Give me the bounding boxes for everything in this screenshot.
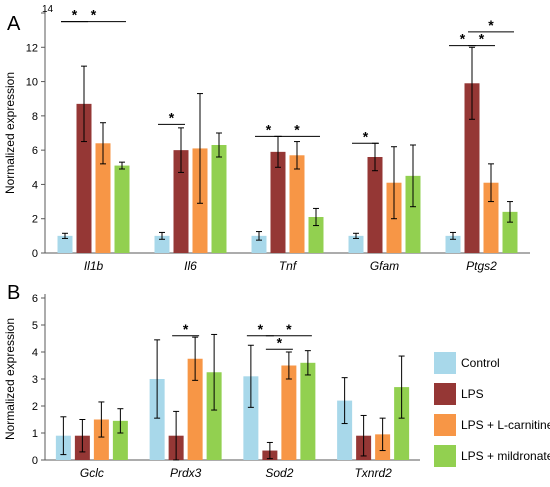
legend-swatch-lps-mildronate (434, 445, 456, 467)
panel-a-y-axis-label: Normalized expression (3, 72, 17, 194)
panel-b-y-tick-label: 3 (32, 374, 38, 386)
panel-a-y-tick-label: 0 (32, 248, 38, 260)
panel-b-bar-txnrd2-control (337, 400, 353, 460)
panel-b-significance-star: * (183, 321, 189, 337)
panel-b-y-tick-label: 6 (32, 293, 38, 305)
panel-a-category-label-ptgs2: Ptgs2 (466, 259, 497, 273)
panel-b-bar-prdx3-lps-mildronate (206, 372, 222, 460)
panel-a-y-tick-label: 10 (26, 77, 38, 89)
panel-b-category-label-gclc: Gclc (80, 466, 104, 480)
panel-a-bar-ptgs2-lps (464, 83, 480, 254)
legend-label-control: Control (461, 356, 500, 370)
panel-label-a: A (7, 13, 21, 35)
panel-a-y-tick-label: 14 (42, 4, 54, 15)
panel-a-significance-star: * (294, 121, 300, 137)
panel-a-bar-ptgs2-control (445, 235, 461, 253)
panel-a-category-label-il6: Il6 (184, 259, 197, 273)
legend-swatch-lps (434, 383, 456, 405)
panel-b-significance-star: * (286, 321, 292, 337)
panel-b-bar-gclc-lps-mildronate (112, 420, 128, 460)
panel-a-significance-star: * (91, 7, 97, 23)
panel-a-bar-il1b-lps-mildronate (114, 165, 130, 253)
panel-a-bar-ptgs2-lps-mildronate (502, 211, 518, 253)
panel-b-y-tick-label: 1 (32, 428, 38, 440)
panel-a-bar-il1b-lps-l-carnitine (95, 143, 111, 253)
panel-a-significance-star: * (169, 109, 175, 125)
panel-a-bar-il1b-lps (76, 103, 92, 253)
panel-a-bar-tnf-lps-l-carnitine (289, 155, 305, 253)
panel-b-y-tick-label: 5 (32, 320, 38, 332)
panel-b-y-tick-label: 2 (32, 401, 38, 413)
legend: Control LPS LPS + L-carnitine LPS + mildron… (434, 352, 550, 467)
legend-label-lps-mildronate: LPS + mildronate (461, 449, 550, 463)
panel-a-category-label-tnf: Tnf (279, 259, 298, 273)
panel-a-bar-il1b-control (57, 235, 73, 253)
panel-a-significance-star: * (488, 17, 494, 33)
panel-a-significance-star: * (460, 31, 466, 47)
panel-a-y-tick-label: 6 (32, 145, 38, 157)
panel-b-significance-star: * (277, 334, 283, 350)
panel-b-bar-sod2-lps-l-carnitine (281, 365, 297, 460)
panel-label-b: B (7, 282, 20, 304)
panel-a-bar-tnf-lps-mildronate (308, 217, 324, 253)
panel-b-bar-txnrd2-lps-mildronate (394, 387, 410, 460)
legend-label-lps: LPS (461, 387, 484, 401)
panel-a-bar-gfam-lps (367, 157, 383, 253)
panel-a-y-tick-label: 12 (26, 42, 38, 54)
panel-b-significance-star: * (258, 321, 264, 337)
panel-a-bar-gfam-control (348, 235, 364, 253)
panel-a-bar-gfam-lps-mildronate (405, 175, 421, 253)
panel-b-category-label-prdx3: Prdx3 (170, 466, 202, 480)
panel-b-y-tick-label: 0 (32, 455, 38, 467)
legend-swatch-control (434, 352, 456, 374)
panel-a-bar-ptgs2-lps-l-carnitine (483, 182, 499, 253)
panel-b-chart: 0 1 2 3 4 5 6 Normalized expression Gclc Prdx3 Sod… (3, 293, 420, 480)
panel-a-y-tick-label: 4 (32, 179, 38, 191)
panel-b-bar-prdx3-lps-l-carnitine (187, 358, 203, 460)
panel-a-category-label-gfam: Gfam (370, 259, 399, 273)
legend-label-lps-l-carnitine: LPS + L-carnitine (461, 418, 550, 432)
panel-b-bar-sod2-control (243, 376, 259, 460)
panel-b-category-label-sod2: Sod2 (265, 466, 293, 480)
panel-a-y-tick-label: 2 (32, 214, 38, 226)
panel-a-significance-star: * (363, 128, 369, 144)
panel-a-y-tick-label: 8 (32, 111, 38, 123)
panel-b-bar-prdx3-control (149, 379, 165, 460)
panel-a-significance-star: * (479, 31, 485, 47)
panel-a-bar-tnf-control (251, 235, 267, 253)
panel-a-chart: 0 2 4 6 8 10 12 14 Normalized expression Il1b Il6 T… (3, 4, 530, 273)
panel-b-y-tick-label: 4 (32, 347, 38, 359)
panel-a-bar-il6-lps (173, 150, 189, 253)
panel-a-significance-star: * (72, 7, 78, 23)
panel-a-significance-star: * (266, 121, 272, 137)
panel-b-bar-gclc-lps-l-carnitine (93, 419, 109, 460)
panel-a-bar-tnf-lps (270, 151, 286, 253)
panel-b-category-label-txnrd2: Txnrd2 (354, 466, 392, 480)
legend-swatch-lps-l-carnitine (434, 414, 456, 436)
panel-a-bar-il6-control (154, 235, 170, 253)
panel-b-bar-sod2-lps-mildronate (300, 362, 316, 460)
panel-a-category-label-il1b: Il1b (84, 259, 104, 273)
panel-b-y-axis-label: Normalized expression (3, 318, 17, 440)
panel-a-bar-il6-lps-mildronate (211, 145, 227, 253)
